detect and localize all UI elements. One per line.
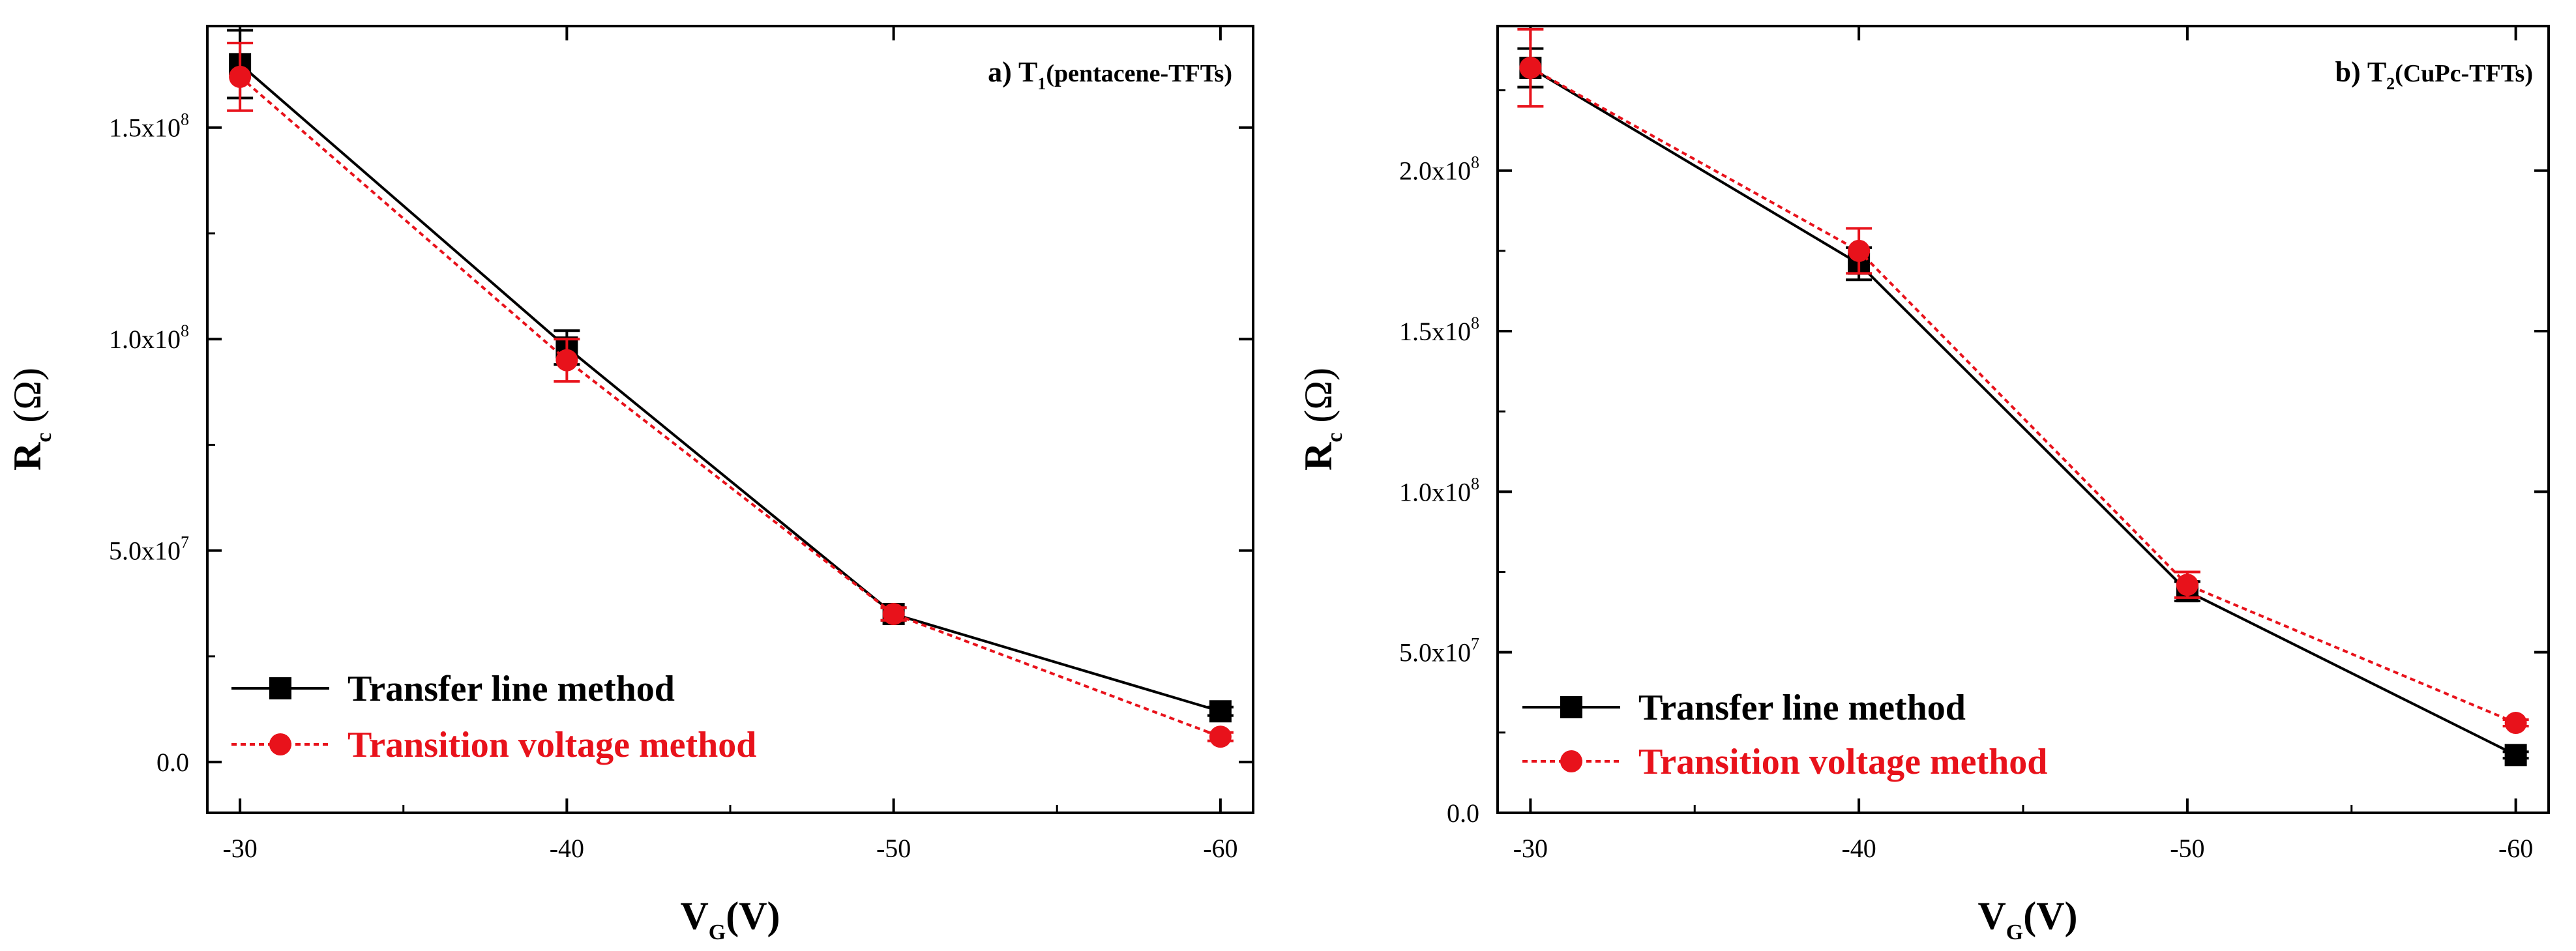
panel-annotation-sub: 2: [2386, 74, 2395, 93]
series-transition-voltage: [1517, 27, 2529, 735]
series-transfer-line: [227, 29, 1234, 723]
legend-label: Transition voltage method: [1638, 742, 2047, 782]
legend-marker-square: [269, 677, 291, 699]
y-tick-exponent: 8: [181, 321, 189, 340]
y-tick-label: 0.0: [1447, 798, 1479, 828]
x-axis-title: VG(V): [1977, 894, 2077, 944]
y-tick-exponent: 8: [181, 110, 189, 129]
legend-label: Transition voltage method: [348, 725, 756, 765]
y-axis-title: Rc (Ω): [1297, 368, 1347, 471]
y-tick-mantissa: 0.0: [156, 748, 189, 777]
x-axis-title-sub: G: [2006, 920, 2023, 944]
series-line: [239, 63, 1221, 713]
panel-annotation: b) T2(CuPc-TFTs): [2335, 56, 2533, 93]
data-point-circle: [229, 65, 252, 88]
y-tick-mantissa: 2.0x10: [1399, 156, 1471, 186]
y-tick-label: 2.0x108: [1399, 153, 1479, 186]
legend: Transfer line method Transition voltage m…: [1522, 688, 2047, 782]
data-point-circle: [1519, 57, 1542, 80]
data-point-circle: [555, 349, 578, 372]
series-transfer-line: [1517, 47, 2529, 767]
legend-label: Transfer line method: [1638, 688, 1966, 728]
data-point-square: [2504, 744, 2527, 767]
x-axis-title-sub: G: [709, 920, 726, 944]
series-line: [1530, 66, 2517, 724]
x-tick-label: -60: [2498, 834, 2533, 863]
y-tick-label: 5.0x107: [109, 533, 189, 566]
legend-label: Transfer line method: [348, 669, 675, 709]
y-tick-label: 0.0: [156, 748, 189, 777]
y-tick-exponent: 8: [1471, 153, 1479, 172]
panel-annotation-main: a) T: [988, 56, 1037, 88]
x-tick-label: -50: [876, 834, 911, 863]
y-tick-exponent: 8: [1471, 474, 1479, 493]
y-tick-exponent: 7: [181, 533, 189, 552]
x-axis-title-main: V: [680, 894, 708, 937]
y-axis-title-tail: (Ω): [6, 368, 49, 433]
y-tick-exponent: 8: [1471, 314, 1479, 332]
y-axis-title-main: R: [1297, 442, 1340, 471]
x-axis-title-tail: (V): [726, 894, 780, 937]
panel-annotation-tail: (CuPc-TFTs): [2395, 60, 2533, 87]
y-tick-exponent: 7: [1471, 635, 1479, 654]
y-tick-mantissa: 1.5x10: [1399, 317, 1471, 346]
data-point-square: [1209, 700, 1232, 723]
data-point-circle: [1209, 725, 1232, 748]
y-tick-mantissa: 1.0x10: [1399, 477, 1471, 506]
x-tick-label: -40: [550, 834, 584, 863]
y-tick-label: 1.5x108: [1399, 314, 1479, 346]
y-tick-label: 1.0x108: [109, 321, 189, 354]
y-axis-title-main: R: [6, 442, 49, 471]
legend-marker-square: [1560, 696, 1582, 718]
series-line: [1530, 66, 2517, 757]
legend-marker-circle: [1560, 750, 1582, 772]
x-tick-label: -60: [1203, 834, 1237, 863]
panel-annotation-tail: (pentacene-TFTs): [1046, 60, 1232, 87]
series-line: [239, 76, 1221, 739]
x-tick-label: -40: [1841, 834, 1876, 863]
y-tick-mantissa: 1.0x10: [109, 325, 181, 354]
y-tick-label: 1.5x108: [109, 110, 189, 143]
y-tick-mantissa: 1.5x10: [109, 113, 181, 143]
series-transition-voltage: [227, 41, 1234, 748]
y-tick-mantissa: 5.0x10: [1399, 638, 1471, 667]
y-tick-label: 1.0x108: [1399, 474, 1479, 506]
x-tick-label: -30: [222, 834, 257, 863]
y-axis-title-sub: c: [32, 433, 56, 443]
x-axis-title-main: V: [1977, 894, 2006, 937]
panel-annotation-main: b) T: [2335, 56, 2386, 88]
y-tick-label: 5.0x107: [1399, 635, 1479, 667]
x-axis-title: VG(V): [680, 894, 780, 944]
data-point-circle: [2504, 712, 2527, 735]
y-axis-title: Rc (Ω): [6, 368, 56, 471]
y-tick-mantissa: 0.0: [1447, 798, 1479, 828]
data-point-circle: [2176, 574, 2198, 596]
x-axis: -30 -40 -50 -60: [1513, 26, 2533, 863]
y-axis-title-sub: c: [1323, 433, 1347, 443]
legend-marker-circle: [269, 733, 291, 755]
x-axis-title-tail: (V): [2023, 894, 2077, 937]
x-tick-label: -30: [1513, 834, 1548, 863]
data-point-circle: [882, 603, 905, 626]
panel-annotation-sub: 1: [1037, 74, 1046, 93]
panel-annotation: a) T1(pentacene-TFTs): [988, 56, 1232, 93]
y-axis-title-tail: (Ω): [1297, 368, 1340, 433]
x-tick-label: -50: [2170, 834, 2204, 863]
data-point-circle: [1848, 239, 1871, 262]
y-tick-mantissa: 5.0x10: [109, 536, 181, 566]
legend: Transfer line method Transition voltage m…: [231, 669, 756, 765]
